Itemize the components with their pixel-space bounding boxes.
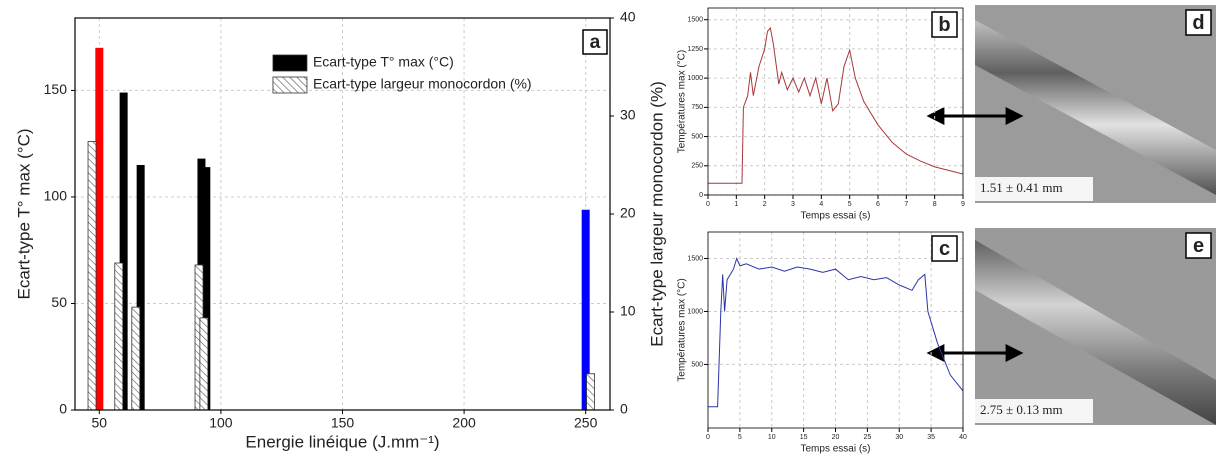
image-caption: 2.75 ± 0.13 mm xyxy=(980,402,1063,417)
x-tick-label: 35 xyxy=(927,434,935,441)
x-tick-label: 6 xyxy=(876,201,880,208)
bar xyxy=(131,306,141,411)
y-axis-label: Températures max (°C) xyxy=(677,50,688,153)
panel-label-box xyxy=(582,29,608,55)
image-caption: 1.51 ± 0.41 mm xyxy=(980,180,1063,195)
y2-tick-label: 20 xyxy=(620,205,636,221)
bar xyxy=(581,209,590,410)
x-tick-label: 40 xyxy=(959,434,967,441)
x-tick-label: 30 xyxy=(895,434,903,441)
line xyxy=(708,257,964,408)
x-tick-label: 250 xyxy=(574,415,598,431)
plot-frame xyxy=(74,17,611,411)
bar xyxy=(87,141,97,411)
panel-label: b xyxy=(938,14,950,36)
y-tick-label: 1000 xyxy=(687,308,703,315)
plot-frame xyxy=(707,7,964,196)
x-tick-label: 150 xyxy=(331,415,355,431)
chart-c: 0 5 10 15 20 25 30 35 40 500 1000 1500 Temps essai (… xyxy=(677,231,967,455)
caption-bg xyxy=(975,177,1093,201)
line xyxy=(708,26,964,184)
y-axis-label: Températures max (°C) xyxy=(677,278,688,381)
x-tick-label: 8 xyxy=(933,201,937,208)
y-tick-label: 50 xyxy=(51,294,67,310)
panel-label: d xyxy=(1192,12,1204,34)
y-tick-label: 500 xyxy=(691,133,703,140)
bar xyxy=(119,92,128,410)
x-tick-label: 10 xyxy=(768,434,776,441)
y-tick-label: 750 xyxy=(691,104,703,111)
y-tick-label: 1500 xyxy=(687,255,703,262)
legend-swatch xyxy=(272,54,308,72)
x-tick-label: 15 xyxy=(800,434,808,441)
y-tick-label: 500 xyxy=(691,361,703,368)
panel-label: c xyxy=(939,238,950,260)
legend-swatch xyxy=(272,76,308,94)
panel-label-box xyxy=(1185,232,1212,259)
x-tick-label: 4 xyxy=(819,201,823,208)
panel-label: a xyxy=(590,32,601,53)
chart-b: 0 1 2 3 4 5 6 7 8 9 0 250 500 750 1000 1250 1500 Temps es… xyxy=(677,7,965,222)
panel-label-box xyxy=(931,235,958,262)
x-tick-label: 7 xyxy=(904,201,908,208)
x-tick-label: 25 xyxy=(863,434,871,441)
x-tick-label: 100 xyxy=(209,415,233,431)
image-e xyxy=(975,228,1216,425)
bar xyxy=(586,373,595,411)
bar xyxy=(202,167,211,410)
x-tick-label: 2 xyxy=(763,201,767,208)
x-tick-label: 50 xyxy=(92,415,108,431)
y-tick-label: 0 xyxy=(59,401,67,417)
y-tick-label: 0 xyxy=(699,192,703,199)
x-tick-label: 20 xyxy=(832,434,840,441)
x-tick-label: 1 xyxy=(734,201,738,208)
legend-label: Ecart-type T° max (°C) xyxy=(313,54,454,70)
plot-frame xyxy=(707,231,964,429)
bar xyxy=(136,165,145,410)
y-tick-label: 100 xyxy=(44,188,68,204)
bar xyxy=(199,317,209,411)
y2-axis-label: Ecart-type largeur monocordon (%) xyxy=(647,81,666,347)
x-axis-label: Energie linéique (J.mm⁻¹) xyxy=(245,432,439,451)
y2-tick-label: 10 xyxy=(620,303,636,319)
x-axis-label: Temps essai (s) xyxy=(800,444,870,455)
x-tick-label: 5 xyxy=(738,434,742,441)
x-tick-label: 3 xyxy=(791,201,795,208)
x-tick-label: 0 xyxy=(706,434,710,441)
x-tick-label: 0 xyxy=(706,201,710,208)
bar xyxy=(114,262,124,411)
x-tick-label: 5 xyxy=(848,201,852,208)
y-tick-label: 1500 xyxy=(687,17,703,24)
y-tick-label: 1250 xyxy=(687,46,703,53)
image-d xyxy=(975,5,1216,203)
x-tick-label: 200 xyxy=(452,415,476,431)
panel-label-box xyxy=(1185,9,1212,36)
x-axis-label: Temps essai (s) xyxy=(800,211,870,222)
y-tick-label: 1000 xyxy=(687,75,703,82)
panel-label-box xyxy=(931,11,958,38)
y2-tick-label: 0 xyxy=(620,401,628,417)
y2-tick-label: 40 xyxy=(620,9,636,25)
y-tick-label: 250 xyxy=(691,163,703,170)
legend-label: Ecart-type largeur monocordon (%) xyxy=(313,76,532,92)
caption-bg xyxy=(975,399,1093,423)
bar xyxy=(95,47,104,411)
y2-tick-label: 30 xyxy=(620,107,636,123)
chart-a: 50 100 150 200 250 0 50 100 150 0 10 20 30 40 Energie … xyxy=(14,9,666,452)
y-tick-label: 150 xyxy=(44,81,68,97)
y-axis-label: Ecart-type T° max (°C) xyxy=(14,128,33,299)
panel-label: e xyxy=(1193,235,1204,257)
x-tick-label: 9 xyxy=(961,201,965,208)
